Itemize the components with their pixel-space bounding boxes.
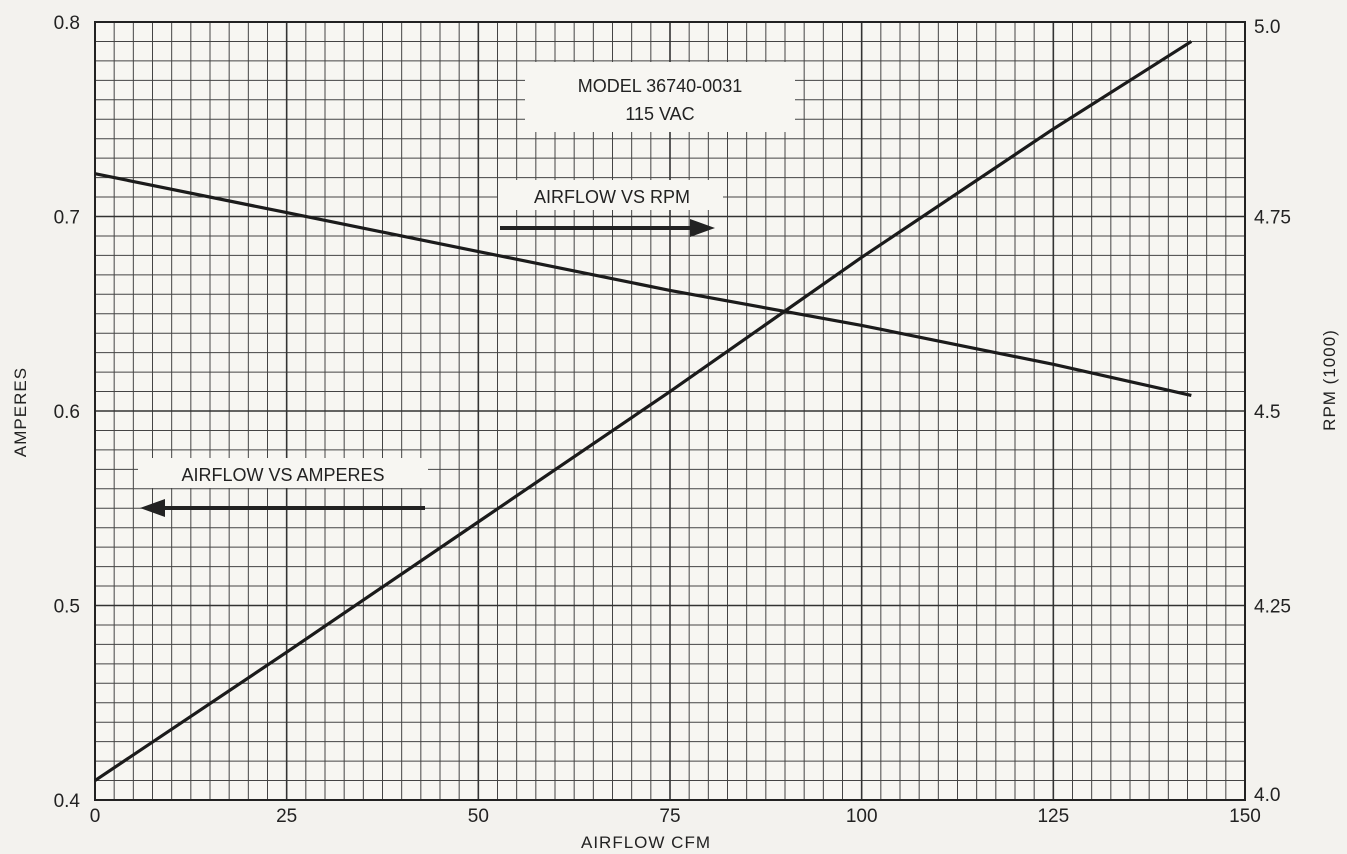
model-line-1: MODEL 36740-0031: [578, 76, 742, 96]
x-tick-label: 100: [846, 806, 878, 827]
y-left-tick-label: 0.6: [54, 402, 80, 423]
x-tick-label: 25: [276, 806, 297, 827]
amps-annotation-label: AIRFLOW VS AMPERES: [181, 465, 384, 485]
y-left-tick-labels: 0.4 0.5 0.6 0.7 0.8: [54, 13, 81, 812]
y-right-tick-label: 4.75: [1254, 208, 1291, 229]
y-left-axis-title: AMPERES: [11, 367, 30, 457]
y-left-tick-label: 0.8: [54, 13, 80, 34]
amps-annotation: AIRFLOW VS AMPERES: [138, 458, 428, 517]
y-left-tick-label: 0.5: [54, 597, 80, 618]
y-right-axis-title: RPM (1000): [1320, 329, 1339, 431]
right-arrow-icon: [690, 219, 715, 237]
x-tick-labels: 0 25 50 75 100 125 150: [90, 806, 1261, 827]
y-right-tick-label: 4.0: [1254, 785, 1280, 806]
y-left-tick-label: 0.7: [54, 208, 80, 229]
y-right-tick-labels: 4.0 4.25 4.5 4.75 5.0: [1254, 17, 1291, 806]
y-right-tick-label: 4.25: [1254, 597, 1291, 618]
left-arrow-icon: [140, 499, 165, 517]
x-tick-label: 75: [659, 806, 680, 827]
x-tick-label: 125: [1037, 806, 1069, 827]
y-right-tick-label: 5.0: [1254, 17, 1280, 38]
plot-frame: [94, 21, 1246, 801]
x-tick-label: 50: [468, 806, 489, 827]
model-label: MODEL 36740-0031 115 VAC: [525, 62, 795, 132]
rpm-annotation: AIRFLOW VS RPM: [498, 180, 723, 237]
x-tick-label: 150: [1229, 806, 1261, 827]
x-tick-label: 0: [90, 806, 101, 827]
y-left-tick-label: 0.4: [54, 791, 81, 812]
model-line-2: 115 VAC: [625, 104, 694, 124]
series-lines: [94, 40, 1193, 782]
amps-series-line: [94, 40, 1193, 782]
rpm-annotation-label: AIRFLOW VS RPM: [534, 187, 690, 207]
y-right-tick-label: 4.5: [1254, 402, 1280, 423]
rpm-series-line: [94, 172, 1192, 398]
x-axis-title: AIRFLOW CFM: [581, 833, 711, 852]
